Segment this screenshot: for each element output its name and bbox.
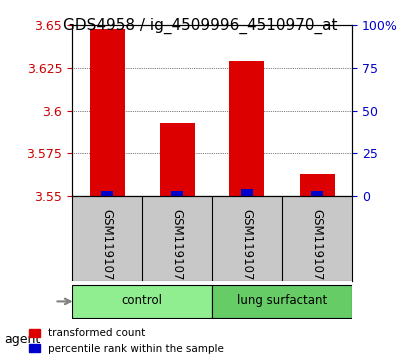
Bar [171, 191, 183, 196]
Text: GDS4958 / ig_4509996_4510970_at: GDS4958 / ig_4509996_4510970_at [63, 18, 337, 34]
Bar [101, 191, 113, 196]
Bar [241, 189, 253, 196]
Bar [230, 61, 264, 196]
Text: lung surfactant: lung surfactant [237, 294, 327, 307]
Text: GSM1191072: GSM1191072 [240, 209, 254, 287]
Bar [300, 174, 334, 196]
FancyBboxPatch shape [212, 285, 352, 318]
Text: GSM1191070: GSM1191070 [100, 209, 114, 287]
Text: GSM1191073: GSM1191073 [310, 209, 324, 287]
Legend: transformed count, percentile rank within the sample: transformed count, percentile rank withi… [25, 324, 228, 358]
Text: control: control [122, 294, 162, 307]
Text: agent: agent [4, 333, 40, 346]
FancyBboxPatch shape [72, 285, 212, 318]
Bar [311, 191, 323, 196]
Text: GSM1191071: GSM1191071 [170, 209, 184, 287]
Bar [90, 29, 124, 196]
Bar [160, 123, 194, 196]
